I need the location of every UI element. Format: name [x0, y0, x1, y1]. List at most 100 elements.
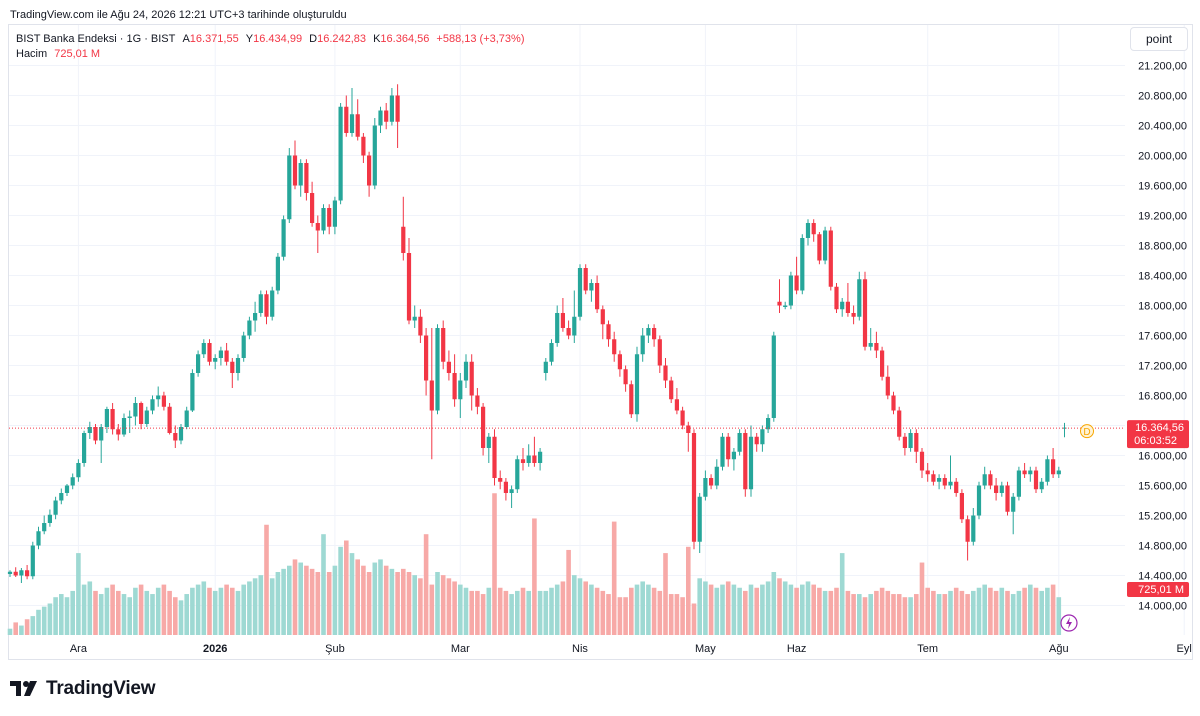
candle-body[interactable] [287, 155, 292, 220]
candle-body[interactable] [481, 406, 486, 448]
candle-body[interactable] [406, 253, 412, 321]
candle-body[interactable] [777, 301, 782, 306]
candle-body[interactable] [230, 361, 235, 373]
candle-body[interactable] [509, 489, 514, 493]
candle-body[interactable] [697, 496, 702, 542]
candle-body[interactable] [19, 570, 24, 576]
candle-body[interactable] [925, 470, 930, 475]
candle-body[interactable] [595, 283, 600, 310]
candle-body[interactable] [583, 268, 588, 291]
candle-body[interactable] [13, 571, 18, 576]
candle-body[interactable] [178, 427, 184, 441]
candle-body[interactable] [247, 320, 252, 336]
candle-body[interactable] [64, 485, 70, 494]
candle-body[interactable] [549, 343, 554, 362]
candle-body[interactable] [1056, 470, 1061, 475]
candle-body[interactable] [686, 425, 691, 434]
candle-body[interactable] [338, 106, 343, 201]
candle-body[interactable] [156, 395, 161, 400]
candle-body[interactable] [99, 427, 104, 441]
candle-body[interactable] [959, 493, 964, 520]
candle-body[interactable] [235, 358, 241, 373]
candle-body[interactable] [748, 436, 754, 490]
candle-body[interactable] [59, 493, 64, 501]
candle-body[interactable] [737, 433, 742, 452]
candle-body[interactable] [218, 350, 223, 359]
candle-body[interactable] [367, 155, 372, 186]
candle-body[interactable] [1033, 470, 1039, 490]
candle-body[interactable] [116, 429, 121, 435]
candle-body[interactable] [885, 376, 890, 396]
candle-body[interactable] [771, 335, 776, 419]
candle-body[interactable] [543, 361, 548, 373]
candle-body[interactable] [646, 328, 651, 336]
candle-body[interactable] [857, 279, 862, 317]
tradingview-logo[interactable]: TradingView [10, 678, 156, 700]
unit-button[interactable]: point [1130, 27, 1188, 51]
candle-body[interactable] [845, 301, 850, 313]
candle-body[interactable] [680, 410, 685, 426]
candle-body[interactable] [292, 155, 298, 186]
candle-body[interactable] [634, 354, 640, 415]
candle-body[interactable] [942, 478, 947, 486]
candle-body[interactable] [190, 373, 195, 411]
candle-body[interactable] [475, 395, 480, 407]
candle-body[interactable] [555, 313, 560, 343]
candle-body[interactable] [161, 395, 166, 407]
candle-body[interactable] [862, 279, 868, 347]
symbol-name[interactable]: BIST Banka Endeksi · 1G · BIST [16, 33, 176, 45]
candle-body[interactable] [264, 294, 269, 317]
candle-body[interactable] [389, 95, 394, 122]
candle-body[interactable] [372, 125, 377, 186]
candle-body[interactable] [446, 361, 451, 373]
candle-body[interactable] [891, 395, 896, 411]
candle-body[interactable] [121, 418, 127, 435]
candle-body[interactable] [828, 230, 833, 287]
candle-body[interactable] [988, 474, 993, 486]
candle-body[interactable] [213, 358, 218, 362]
candle-body[interactable] [612, 339, 617, 355]
candle-body[interactable] [840, 301, 845, 310]
candle-body[interactable] [720, 436, 725, 467]
candle-body[interactable] [361, 136, 366, 156]
candle-body[interactable] [173, 433, 178, 441]
candle-body[interactable] [897, 410, 902, 437]
candle-body[interactable] [401, 226, 406, 253]
candle-body[interactable] [902, 436, 907, 448]
candle-body[interactable] [623, 369, 628, 385]
candle-body[interactable] [965, 519, 970, 542]
candle-body[interactable] [532, 455, 537, 464]
candle-body[interactable] [794, 275, 799, 291]
candle-body[interactable] [486, 436, 491, 448]
dividend-marker[interactable] [1080, 424, 1094, 439]
candle-body[interactable] [834, 286, 839, 310]
candle-body[interactable] [800, 238, 805, 291]
candle-body[interactable] [30, 545, 35, 577]
candle-body[interactable] [788, 275, 793, 306]
candle-body[interactable] [805, 223, 811, 238]
candle-body[interactable] [349, 114, 355, 133]
candle-body[interactable] [1022, 470, 1027, 475]
candle-body[interactable] [674, 399, 679, 411]
candle-body[interactable] [270, 290, 275, 317]
candle-body[interactable] [971, 515, 976, 542]
candle-body[interactable] [196, 354, 201, 373]
candle-body[interactable] [424, 335, 429, 381]
candle-body[interactable] [321, 208, 326, 231]
candle-body[interactable] [880, 350, 885, 377]
candle-body[interactable] [241, 335, 246, 359]
candle-body[interactable] [47, 514, 52, 523]
candle-body[interactable] [948, 481, 953, 486]
candle-body[interactable] [754, 436, 759, 445]
candle-body[interactable] [93, 427, 98, 441]
candle-body[interactable] [36, 531, 41, 546]
candle-body[interactable] [1062, 427, 1067, 429]
candle-body[interactable] [617, 354, 622, 370]
candle-body[interactable] [435, 328, 440, 411]
candle-body[interactable] [709, 478, 714, 486]
candle-body[interactable] [127, 416, 132, 419]
candle-body[interactable] [224, 350, 229, 362]
candle-body[interactable] [498, 478, 503, 482]
candle-body[interactable] [731, 451, 736, 460]
candle-body[interactable] [275, 256, 280, 291]
